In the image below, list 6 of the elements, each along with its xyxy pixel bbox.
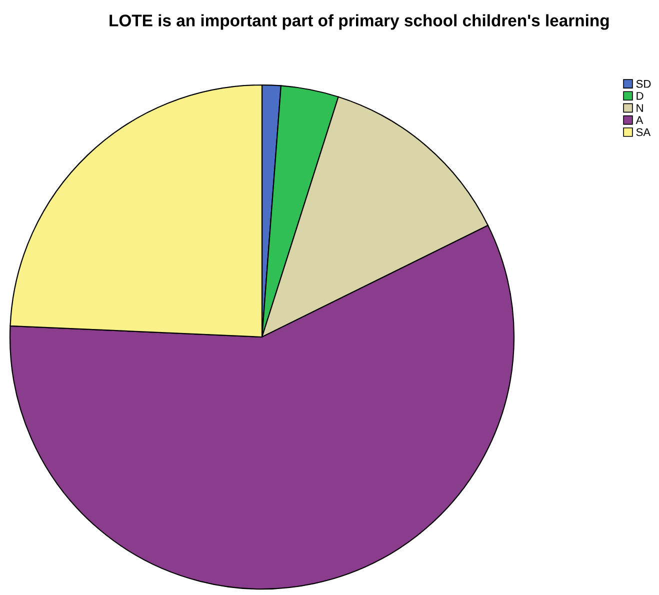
legend-label: D xyxy=(636,92,644,100)
legend-label: SA xyxy=(636,128,651,136)
chart-title: LOTE is an important part of primary school children's learning xyxy=(110,14,609,30)
legend-label: A xyxy=(636,116,644,124)
legend-label: N xyxy=(636,104,643,112)
legend-label: SD xyxy=(636,80,651,88)
